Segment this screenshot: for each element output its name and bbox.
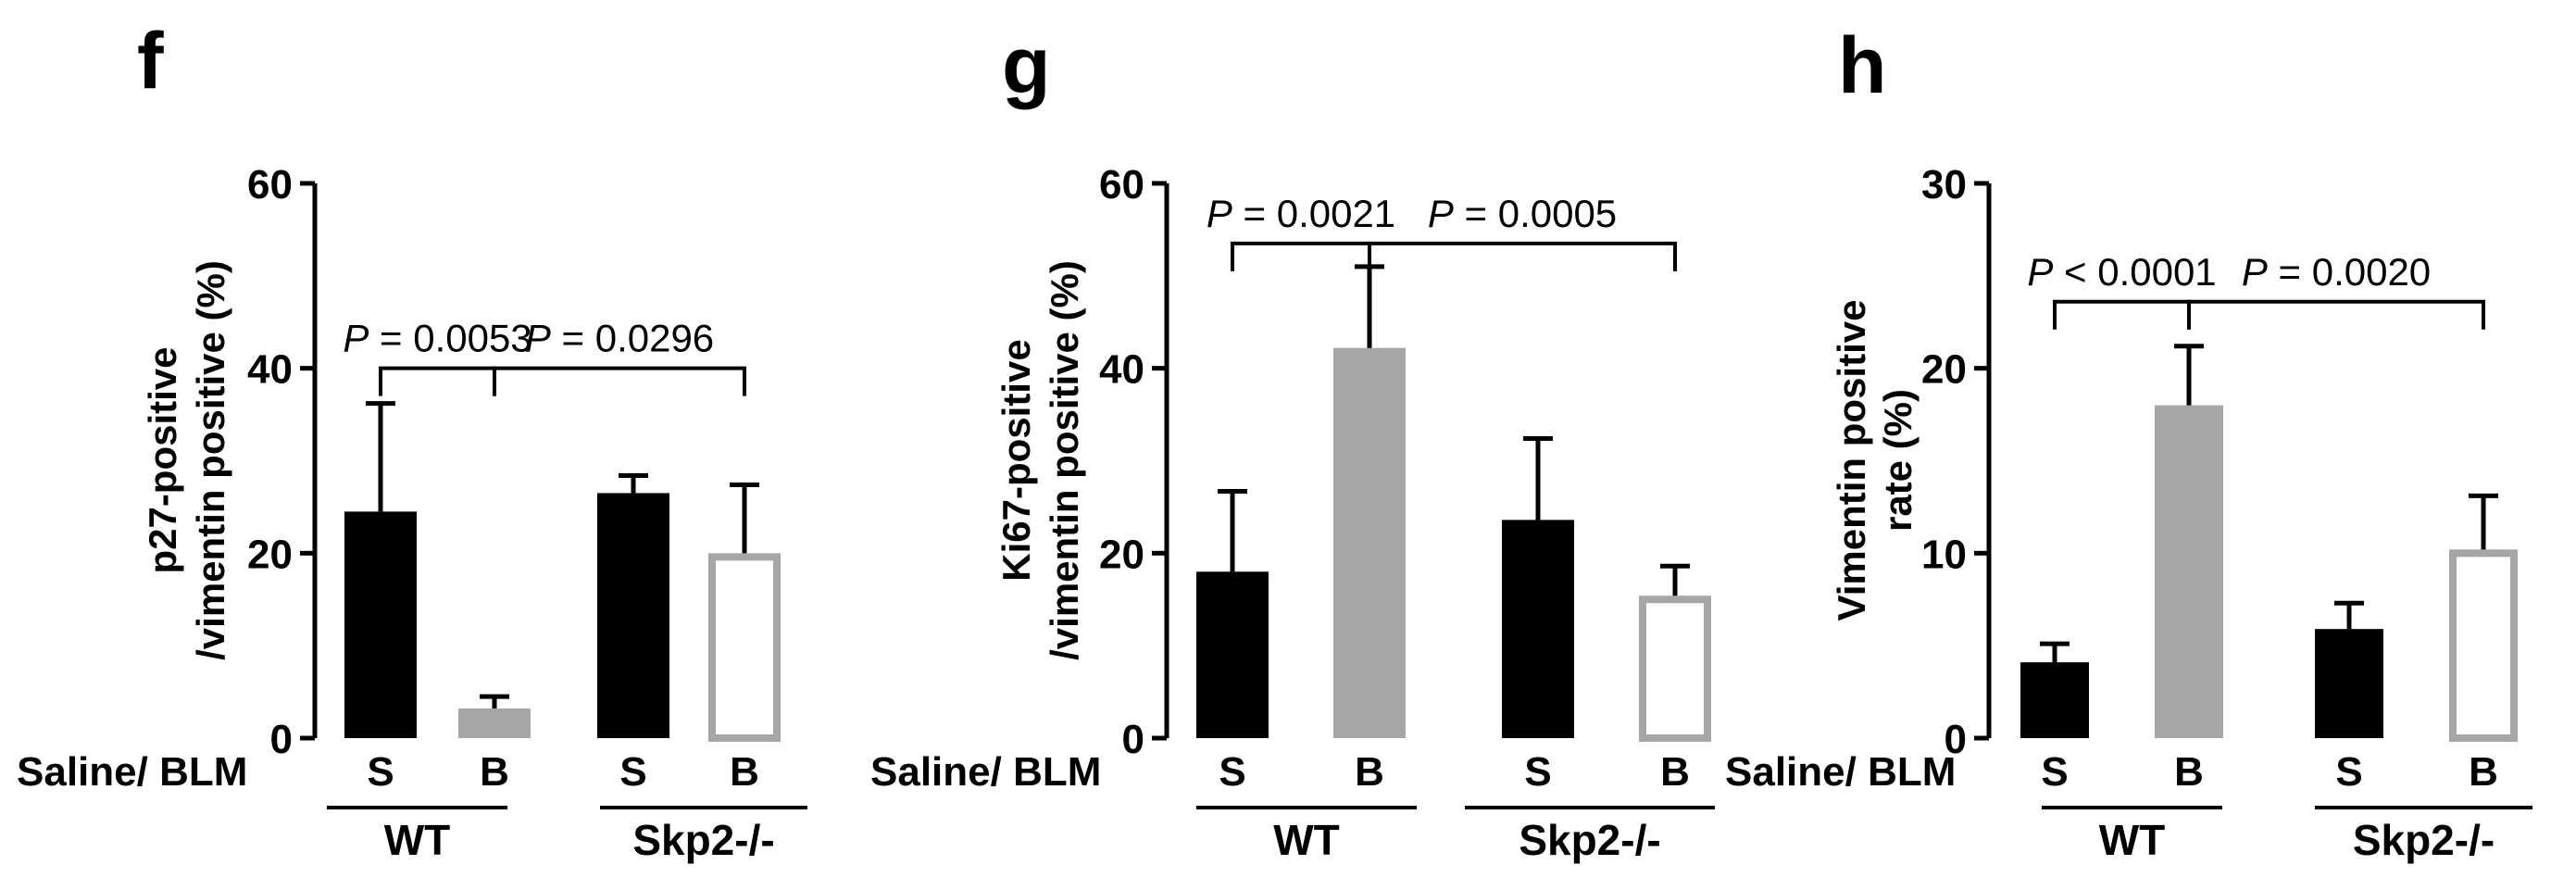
bar <box>2449 549 2518 743</box>
group-label: WT <box>2099 816 2166 864</box>
p-value-label: P = 0.0021 <box>1207 192 1395 235</box>
x-tick-label: S <box>1524 749 1551 795</box>
significance-bracket <box>2187 299 2485 330</box>
bar <box>458 708 531 738</box>
group-label: WT <box>1273 816 1340 864</box>
row-label: Saline/ BLM <box>17 749 247 795</box>
p-symbol: P <box>1428 192 1454 235</box>
y-tick-label: 40 <box>247 347 293 393</box>
bar <box>1333 347 1406 738</box>
p-symbol: P <box>525 317 551 360</box>
p-value-label: P = 0.0005 <box>1428 192 1617 235</box>
x-tick-label: B <box>2174 749 2204 795</box>
chart-panel-f: f p27-positive/vimentin positive (%) 0 20 40… <box>17 17 807 864</box>
x-tick-label: S <box>2335 749 2362 795</box>
y-axis-label: Ki67-positive <box>994 339 1038 581</box>
panel-letter: f <box>137 17 164 106</box>
p-value: < 0.0001 <box>2053 250 2216 294</box>
y-axis-label: rate (%) <box>1876 389 1919 532</box>
significance-bracket <box>379 366 496 396</box>
y-axis-label: /vimentin positive (%) <box>189 260 232 660</box>
y-axis-label: /vimentin positive (%) <box>1043 260 1086 660</box>
significance-bracket <box>1368 241 1677 271</box>
p-value-label: P = 0.0020 <box>2242 250 2431 294</box>
x-tick-label: S <box>2041 749 2068 795</box>
significance-bracket <box>493 366 746 396</box>
p-value: = 0.0005 <box>1454 192 1617 235</box>
p-value: = 0.0020 <box>2268 250 2431 294</box>
p-value-label: P = 0.0296 <box>525 317 714 360</box>
group-label: Skp2-/- <box>2353 816 2495 864</box>
row-label: Saline/ BLM <box>1725 749 1956 795</box>
x-tick-label: B <box>730 749 759 795</box>
bar <box>2315 629 2383 738</box>
p-value: = 0.0021 <box>1232 192 1395 235</box>
x-tick-label: B <box>1660 749 1690 795</box>
y-axis-label: p27-positive <box>141 346 184 573</box>
significance-bracket <box>1231 241 1371 271</box>
p-symbol: P <box>343 317 369 360</box>
x-tick-label: B <box>2469 749 2498 795</box>
bar <box>1502 520 1574 738</box>
x-tick-label: B <box>1355 749 1384 795</box>
bar <box>597 493 669 738</box>
p-value-label: P < 0.0001 <box>2027 250 2216 294</box>
x-tick-label: S <box>367 749 394 795</box>
bar <box>2020 662 2089 738</box>
row-label: Saline/ BLM <box>870 749 1101 795</box>
p-value-label: P = 0.0053 <box>343 317 531 360</box>
p-value: = 0.0296 <box>551 317 714 360</box>
x-tick-label: S <box>619 749 646 795</box>
significance-bracket <box>2053 299 2191 330</box>
x-tick-label: S <box>1219 749 1245 795</box>
group-label: Skp2-/- <box>632 816 774 864</box>
bar <box>344 511 417 738</box>
panel-letter: g <box>1002 21 1051 110</box>
y-tick-label: 30 <box>1921 162 1967 207</box>
y-tick-label: 0 <box>1122 717 1144 762</box>
y-tick-label: 0 <box>1945 717 1967 762</box>
y-tick-label: 10 <box>1921 532 1967 577</box>
group-label: Skp2-/- <box>1519 816 1660 864</box>
y-tick-label: 40 <box>1099 347 1144 393</box>
y-tick-label: 20 <box>1921 347 1967 393</box>
x-tick-label: B <box>480 749 509 795</box>
group-label: WT <box>384 816 451 864</box>
y-axis-label: Vimentin positive <box>1830 300 1873 621</box>
panel-letter: h <box>1838 21 1887 110</box>
bar <box>708 553 781 742</box>
p-symbol: P <box>2027 250 2053 294</box>
p-symbol: P <box>2242 250 2268 294</box>
p-symbol: P <box>1207 192 1232 235</box>
y-tick-label: 0 <box>270 717 293 762</box>
bar <box>1639 595 1711 742</box>
chart-panel-h: h Vimentin positive rate (%) 0 10 20 30 S B S B P <… <box>1725 21 2532 864</box>
bar <box>1196 571 1269 738</box>
y-tick-label: 60 <box>1099 162 1144 207</box>
y-tick-label: 20 <box>1099 532 1144 577</box>
y-tick-label: 60 <box>247 162 293 207</box>
bar <box>2155 405 2223 738</box>
y-tick-label: 20 <box>247 532 293 577</box>
p-value: = 0.0053 <box>369 317 531 360</box>
chart-panel-g: g Ki67-positive/vimentin positive (%) 0 20 4… <box>870 21 1715 864</box>
